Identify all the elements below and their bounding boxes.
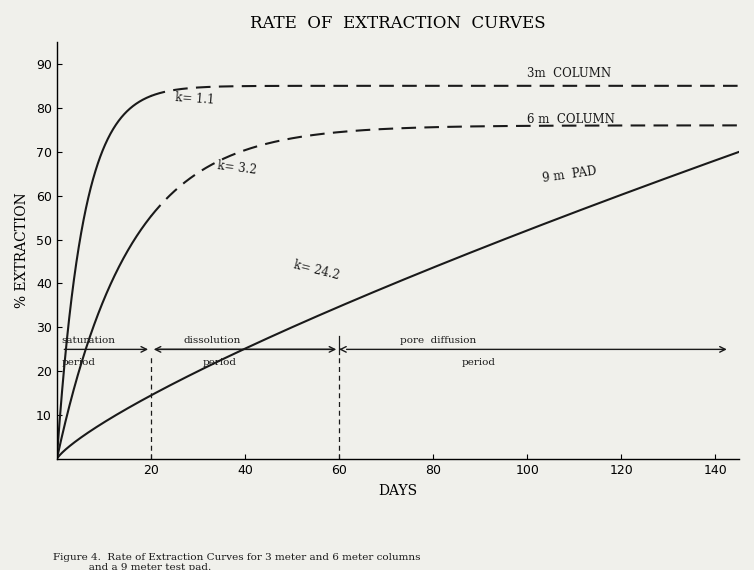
Y-axis label: % EXTRACTION: % EXTRACTION — [15, 193, 29, 308]
Text: 9 m  PAD: 9 m PAD — [541, 165, 597, 185]
Text: 3m  COLUMN: 3m COLUMN — [527, 67, 611, 80]
X-axis label: DAYS: DAYS — [379, 484, 418, 498]
Text: saturation: saturation — [62, 336, 115, 345]
Text: pore  diffusion: pore diffusion — [400, 336, 477, 345]
Text: 6 m  COLUMN: 6 m COLUMN — [527, 113, 615, 126]
Text: k= 1.1: k= 1.1 — [174, 91, 214, 107]
Text: period: period — [203, 358, 237, 367]
Text: dissolution: dissolution — [184, 336, 241, 345]
Text: k= 24.2: k= 24.2 — [292, 258, 341, 282]
Text: k= 3.2: k= 3.2 — [216, 159, 257, 177]
Text: period: period — [461, 358, 495, 367]
Text: Figure 4.  Rate of Extraction Curves for 3 meter and 6 meter columns
           : Figure 4. Rate of Extraction Curves for … — [53, 553, 420, 570]
Title: RATE  OF  EXTRACTION  CURVES: RATE OF EXTRACTION CURVES — [250, 15, 546, 32]
Text: period: period — [62, 358, 96, 367]
